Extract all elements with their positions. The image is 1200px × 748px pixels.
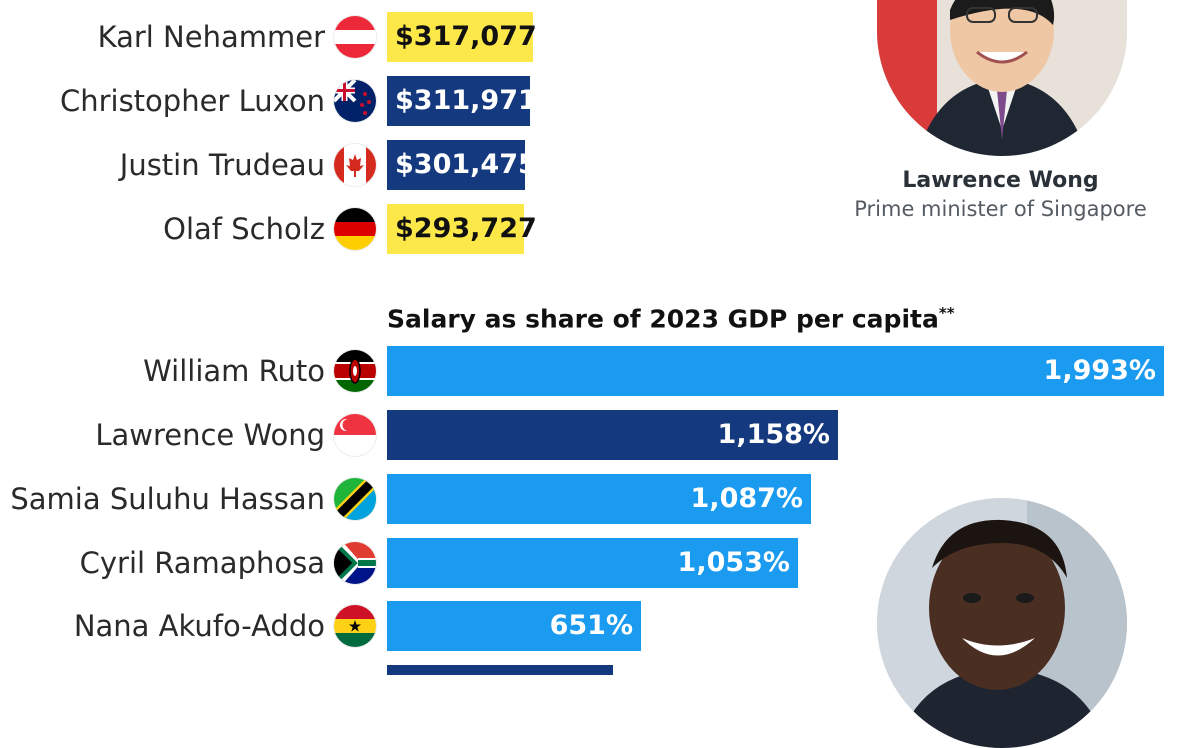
- bar-value-label: 1,993%: [1043, 355, 1156, 386]
- tanzania-flag-icon: [334, 478, 376, 520]
- leader-name: Karl Nehammer: [97, 20, 325, 54]
- leader-name: Christopher Luxon: [59, 84, 325, 118]
- bar: 1,158%: [387, 410, 838, 460]
- chart-title-footnote: **: [938, 304, 955, 322]
- bar-value-label: 651%: [549, 610, 633, 641]
- bar: 1,993%: [387, 346, 1164, 396]
- kenya-flag-icon: [334, 350, 376, 392]
- leader-name: Olaf Scholz: [163, 212, 325, 246]
- bar-partial: [387, 665, 613, 675]
- bar-value-label: 1,053%: [677, 547, 790, 578]
- bar: 651%: [387, 601, 641, 651]
- leader-name: Justin Trudeau: [119, 148, 325, 182]
- category-label: Nana Akufo-Addo: [73, 609, 325, 643]
- bar: 1,053%: [387, 538, 798, 588]
- chart-title: Salary as share of 2023 GDP per capita**: [387, 304, 955, 333]
- south-africa-flag-icon: [334, 542, 376, 584]
- salary-value: $293,727: [387, 204, 537, 254]
- lawrence-wong-portrait-icon: [877, 0, 1127, 156]
- singapore-flag-icon: [334, 414, 376, 456]
- category-label: Cyril Ramaphosa: [79, 546, 325, 580]
- salary-value: $311,971: [387, 76, 537, 126]
- category-label: Samia Suluhu Hassan: [10, 482, 325, 516]
- william-ruto-portrait-icon: [877, 498, 1127, 748]
- bar: 1,087%: [387, 474, 811, 524]
- category-label: William Ruto: [143, 354, 325, 388]
- ghana-flag-icon: [334, 605, 376, 647]
- austria-flag-icon: [334, 16, 376, 58]
- canada-flag-icon: [334, 144, 376, 186]
- salary-value: $301,475: [387, 140, 537, 190]
- category-label: Lawrence Wong: [95, 418, 325, 452]
- callout-name: Lawrence Wong: [902, 168, 1099, 193]
- germany-flag-icon: [334, 208, 376, 250]
- salary-value: $317,077: [387, 12, 537, 62]
- bar-value-label: 1,087%: [690, 483, 803, 514]
- new-zealand-flag-icon: [334, 80, 376, 122]
- bar-value-label: 1,158%: [717, 419, 830, 450]
- callout-role: Prime minister of Singapore: [854, 197, 1147, 221]
- chart-title-text: Salary as share of 2023 GDP per capita: [387, 304, 939, 334]
